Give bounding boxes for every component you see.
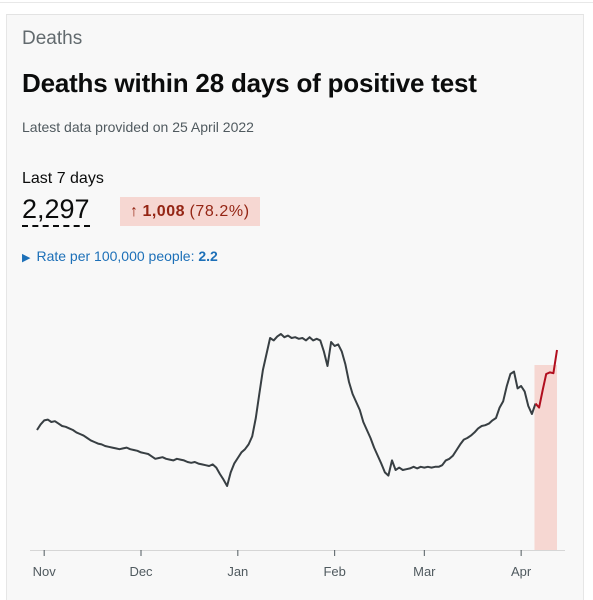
x-tick-label: Mar	[413, 564, 436, 579]
headline-value[interactable]: 2,297	[22, 193, 90, 227]
rate-label: Rate per 100,000 people:	[36, 248, 195, 264]
series-line	[36, 333, 537, 487]
up-arrow-icon: ↑	[130, 203, 138, 220]
change-badge: ↑ 1,008 (78.2%)	[120, 197, 260, 226]
last-7-days-highlight	[534, 365, 557, 550]
series-line-last-7-days	[534, 349, 558, 409]
change-value: 1,008	[142, 203, 185, 220]
rate-value: 2.2	[198, 248, 218, 264]
rate-toggle[interactable]: ▶ Rate per 100,000 people: 2.2	[22, 248, 218, 264]
latest-data-date: Latest data provided on 25 April 2022	[22, 119, 254, 135]
x-tick-label: Dec	[129, 564, 153, 579]
section-heading: Deaths	[22, 28, 83, 49]
card-title: Deaths within 28 days of positive test	[22, 68, 477, 98]
x-tick-label: Jan	[227, 564, 248, 579]
x-axis-ticks: Nov Dec Jan Feb Mar Apr	[33, 550, 532, 579]
x-tick-label: Nov	[33, 564, 57, 579]
triangle-right-icon: ▶	[22, 252, 31, 264]
x-tick-label: Feb	[323, 564, 345, 579]
change-percent: (78.2%)	[189, 203, 250, 220]
period-label: Last 7 days	[22, 170, 104, 187]
top-divider	[0, 2, 593, 3]
x-tick-label: Apr	[511, 564, 532, 579]
deaths-card	[6, 14, 584, 600]
